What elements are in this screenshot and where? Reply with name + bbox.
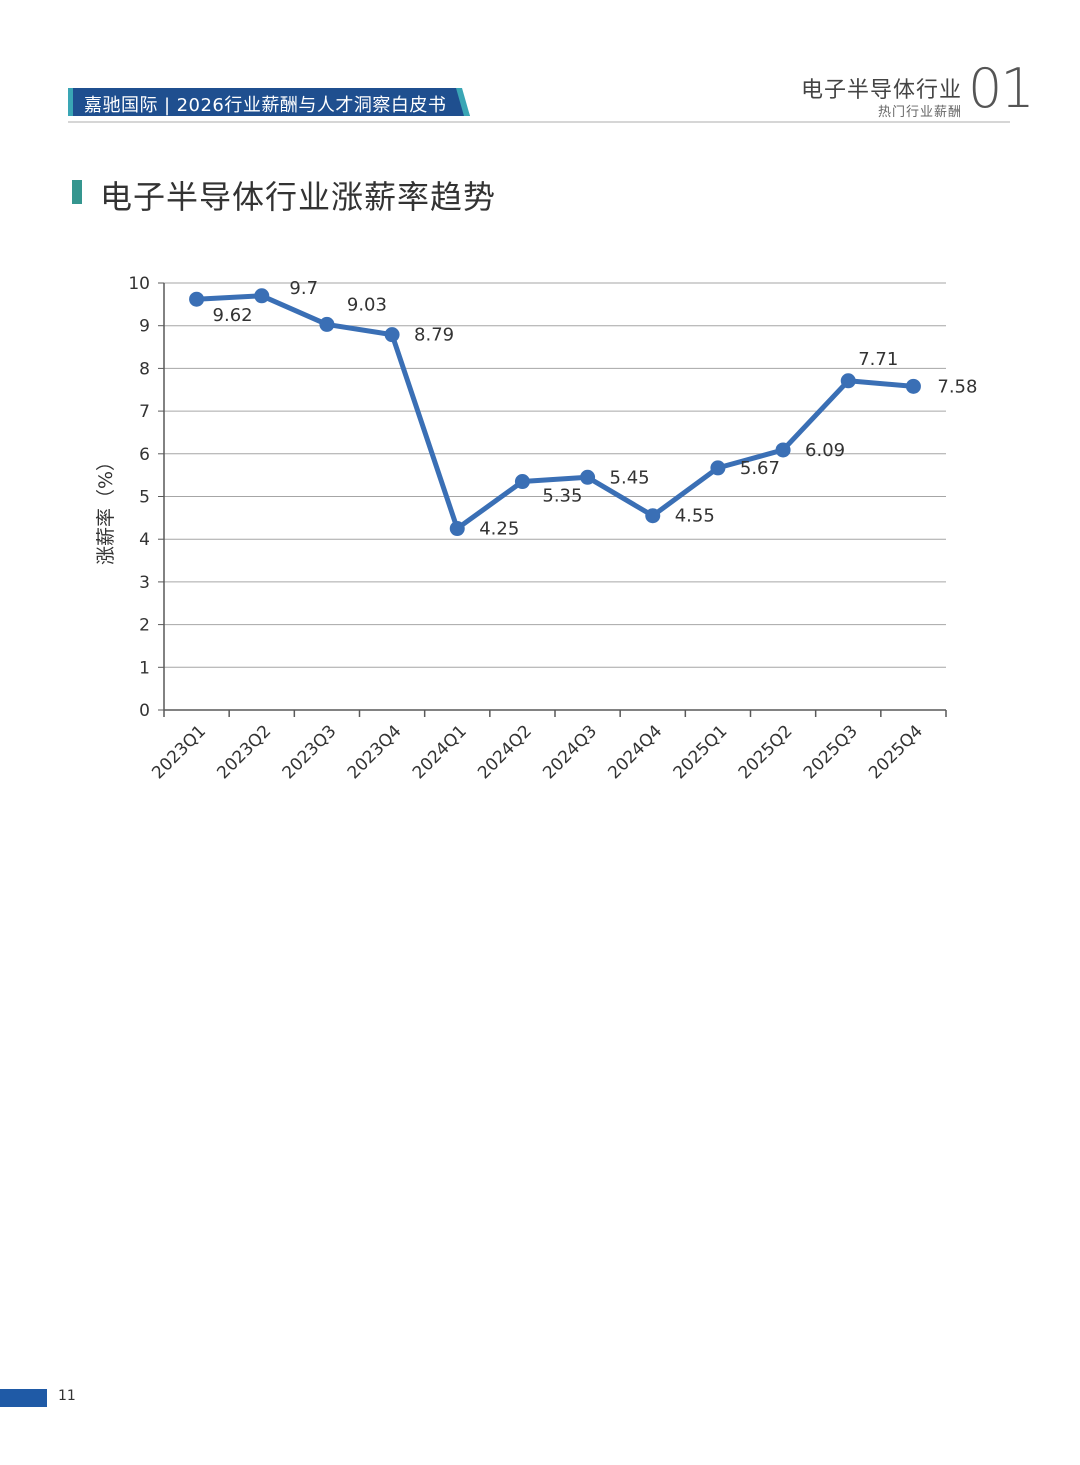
banner-separator: | bbox=[164, 95, 171, 116]
data-point bbox=[449, 521, 465, 537]
report-title: 2026行业薪酬与人才洞察白皮书 bbox=[176, 95, 447, 116]
section-subtitle: 热门行业薪酬 bbox=[877, 105, 962, 120]
data-label: 5.45 bbox=[610, 467, 650, 488]
x-tick-label: 2025Q3 bbox=[800, 721, 862, 783]
heading-marker bbox=[72, 180, 82, 204]
data-label: 7.58 bbox=[937, 376, 977, 397]
banner-shape bbox=[68, 88, 470, 116]
data-label: 9.7 bbox=[289, 278, 318, 299]
data-point bbox=[514, 474, 530, 490]
x-tick-label: 2023Q4 bbox=[344, 721, 406, 783]
y-tick-label: 2 bbox=[139, 616, 150, 636]
x-tick-label: 2024Q4 bbox=[604, 721, 666, 783]
data-label: 4.55 bbox=[675, 506, 715, 527]
y-tick-label: 9 bbox=[139, 317, 150, 337]
data-label: 9.03 bbox=[347, 294, 387, 315]
footer-bar bbox=[0, 1389, 47, 1407]
x-tick-label: 2025Q4 bbox=[865, 721, 927, 783]
data-point bbox=[840, 373, 856, 389]
y-tick-label: 7 bbox=[139, 402, 150, 422]
data-point bbox=[319, 316, 335, 332]
data-point bbox=[905, 378, 921, 394]
data-label: 5.35 bbox=[542, 486, 582, 507]
page-number: 11 bbox=[58, 1388, 76, 1404]
banner-text: 嘉驰国际 | 2026行业薪酬与人才洞察白皮书 bbox=[84, 91, 446, 117]
header-banner: 嘉驰国际 | 2026行业薪酬与人才洞察白皮书 bbox=[68, 88, 470, 116]
data-point bbox=[710, 460, 726, 476]
y-tick-label: 0 bbox=[139, 701, 150, 721]
y-axis-label: 涨薪率（%） bbox=[95, 452, 117, 565]
data-label: 5.67 bbox=[740, 458, 780, 479]
data-point bbox=[384, 327, 400, 343]
section-title: 电子半导体行业 bbox=[800, 78, 962, 103]
y-tick-label: 5 bbox=[139, 488, 150, 508]
data-point bbox=[189, 291, 205, 307]
x-tick-label: 2024Q1 bbox=[409, 721, 471, 783]
section-number: 01 bbox=[968, 57, 1035, 120]
x-tick-label: 2023Q3 bbox=[279, 721, 341, 783]
x-tick-label: 2024Q3 bbox=[539, 721, 601, 783]
y-tick-label: 6 bbox=[139, 445, 150, 465]
y-tick-label: 10 bbox=[128, 274, 150, 294]
page-heading: 电子半导体行业涨薪率趋势 bbox=[100, 178, 497, 216]
data-label: 8.79 bbox=[414, 325, 454, 346]
y-tick-label: 3 bbox=[139, 573, 150, 593]
data-point bbox=[254, 288, 270, 304]
data-label: 6.09 bbox=[805, 440, 845, 461]
data-label: 4.25 bbox=[479, 519, 519, 540]
x-tick-label: 2025Q2 bbox=[735, 721, 797, 783]
x-tick-label: 2023Q1 bbox=[148, 721, 210, 783]
x-tick-label: 2023Q2 bbox=[213, 721, 275, 783]
y-tick-label: 4 bbox=[139, 530, 150, 550]
data-point bbox=[580, 469, 596, 485]
brand-name: 嘉驰国际 bbox=[84, 95, 158, 116]
x-tick-label: 2024Q2 bbox=[474, 721, 536, 783]
data-point bbox=[645, 508, 661, 524]
x-tick-label: 2025Q1 bbox=[670, 721, 732, 783]
data-point bbox=[775, 442, 791, 458]
data-label: 7.71 bbox=[858, 349, 898, 370]
series-line bbox=[196, 293, 914, 532]
data-label: 9.62 bbox=[213, 305, 253, 326]
y-tick-label: 1 bbox=[139, 658, 150, 678]
y-tick-label: 8 bbox=[139, 359, 150, 379]
header-divider bbox=[68, 121, 1010, 123]
